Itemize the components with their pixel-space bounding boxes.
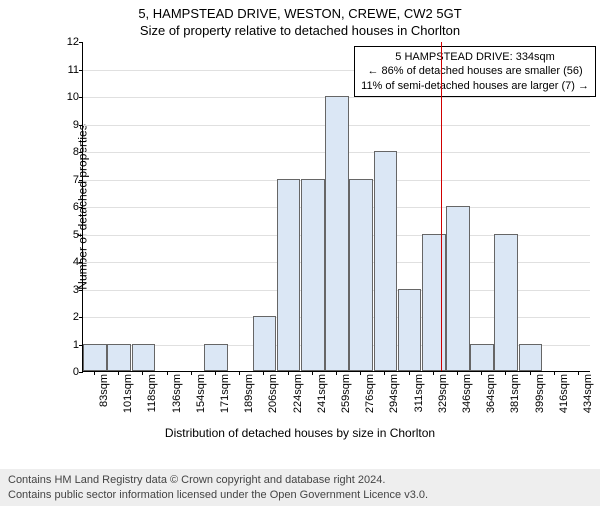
x-tick-label: 83sqm (98, 374, 110, 407)
x-tick-label: 101sqm (122, 374, 134, 413)
y-tick-label: 0 (61, 366, 79, 378)
x-tick-label: 364sqm (485, 374, 497, 413)
x-tick-mark (384, 371, 385, 375)
x-tick-mark (118, 371, 119, 375)
x-tick-label: 294sqm (388, 374, 400, 413)
y-tick-label: 4 (61, 256, 79, 268)
y-tick-mark (79, 317, 83, 318)
x-tick-label: 399sqm (534, 374, 546, 413)
x-tick-mark (505, 371, 506, 375)
x-tick-mark (554, 371, 555, 375)
bar (83, 344, 107, 372)
bar (325, 96, 349, 371)
y-tick-label: 10 (61, 91, 79, 103)
callout-line3: 11% of semi-detached houses are larger (… (361, 79, 589, 93)
page-title: 5, HAMPSTEAD DRIVE, WESTON, CREWE, CW2 5… (0, 6, 600, 21)
y-tick-label: 8 (61, 146, 79, 158)
y-tick-label: 3 (61, 284, 79, 296)
bar (301, 179, 325, 372)
x-tick-mark (215, 371, 216, 375)
x-tick-label: 416sqm (558, 374, 570, 413)
bar (494, 234, 518, 372)
x-tick-label: 206sqm (267, 374, 279, 413)
x-tick-mark (239, 371, 240, 375)
bar (349, 179, 373, 372)
x-tick-mark (142, 371, 143, 375)
x-tick-mark (94, 371, 95, 375)
footer: Contains HM Land Registry data © Crown c… (0, 469, 600, 506)
x-axis-label: Distribution of detached houses by size … (0, 426, 600, 440)
y-tick-mark (79, 262, 83, 263)
y-tick-label: 12 (61, 36, 79, 48)
chart-area: Number of detached properties 5 HAMPSTEA… (56, 42, 590, 372)
x-ticks-container: 83sqm 101sqm 118sqm 136sqm 154sqm 171sqm 189sq… (82, 372, 590, 424)
x-tick-mark (578, 371, 579, 375)
x-tick-label: 346sqm (461, 374, 473, 413)
bar (204, 344, 228, 372)
bar (422, 234, 446, 372)
y-tick-mark (79, 207, 83, 208)
x-tick-mark (481, 371, 482, 375)
bar (374, 151, 398, 371)
y-tick-mark (79, 345, 83, 346)
y-tick-mark (79, 180, 83, 181)
x-tick-label: 136sqm (171, 374, 183, 413)
footer-line1: Contains HM Land Registry data © Crown c… (8, 473, 592, 487)
x-tick-label: 329sqm (437, 374, 449, 413)
bar (446, 206, 470, 371)
bar (398, 289, 422, 372)
x-tick-mark (409, 371, 410, 375)
x-tick-label: 241sqm (316, 374, 328, 413)
y-tick-label: 9 (61, 119, 79, 131)
y-tick-mark (79, 70, 83, 71)
y-tick-label: 1 (61, 339, 79, 351)
y-tick-label: 6 (61, 201, 79, 213)
x-tick-label: 311sqm (413, 374, 425, 412)
y-tick-label: 5 (61, 229, 79, 241)
y-tick-label: 7 (61, 174, 79, 186)
x-tick-label: 118sqm (146, 374, 158, 412)
x-tick-label: 224sqm (292, 374, 304, 413)
y-tick-mark (79, 235, 83, 236)
x-tick-label: 434sqm (582, 374, 594, 413)
x-tick-mark (191, 371, 192, 375)
x-tick-label: 381sqm (509, 374, 521, 413)
x-tick-label: 189sqm (243, 374, 255, 413)
reference-line (441, 42, 442, 371)
y-tick-label: 11 (61, 64, 79, 76)
x-tick-mark (263, 371, 264, 375)
x-tick-mark (336, 371, 337, 375)
x-tick-label: 154sqm (195, 374, 207, 413)
callout-line1: 5 HAMPSTEAD DRIVE: 334sqm (361, 50, 589, 64)
x-tick-mark (530, 371, 531, 375)
bar (107, 344, 131, 372)
bar (470, 344, 494, 372)
bar (519, 344, 543, 372)
callout-line2: ← 86% of detached houses are smaller (56… (361, 64, 589, 78)
x-tick-label: 259sqm (340, 374, 352, 413)
bar (253, 316, 277, 371)
bar (277, 179, 301, 372)
x-tick-mark (457, 371, 458, 375)
page-subtitle: Size of property relative to detached ho… (0, 23, 600, 38)
x-tick-mark (312, 371, 313, 375)
y-tick-mark (79, 152, 83, 153)
y-tick-mark (79, 125, 83, 126)
callout-box: 5 HAMPSTEAD DRIVE: 334sqm ← 86% of detac… (354, 46, 596, 97)
plot-area: 5 HAMPSTEAD DRIVE: 334sqm ← 86% of detac… (82, 42, 590, 372)
x-tick-label: 171sqm (219, 374, 231, 413)
y-tick-label: 2 (61, 311, 79, 323)
x-tick-mark (288, 371, 289, 375)
x-tick-mark (167, 371, 168, 375)
x-tick-label: 276sqm (364, 374, 376, 413)
y-tick-mark (79, 42, 83, 43)
x-tick-mark (360, 371, 361, 375)
y-tick-mark (79, 290, 83, 291)
y-tick-mark (79, 97, 83, 98)
bar (132, 344, 156, 372)
x-tick-mark (433, 371, 434, 375)
